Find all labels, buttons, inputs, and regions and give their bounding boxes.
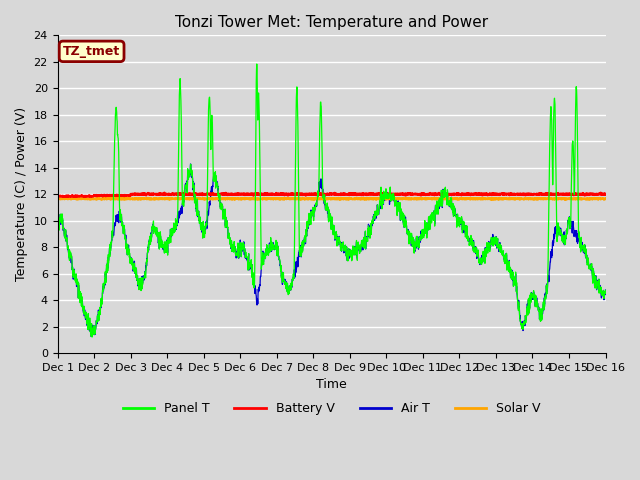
- Battery V: [360, 191, 367, 197]
- Panel T: [348, 258, 356, 264]
- Air T: [207, 188, 214, 194]
- Solar V: [54, 196, 61, 202]
- Air T: [360, 241, 367, 247]
- Battery V: [492, 191, 499, 197]
- Text: TZ_tmet: TZ_tmet: [63, 45, 120, 58]
- Panel T: [492, 236, 499, 241]
- Panel T: [602, 288, 609, 293]
- Battery V: [81, 194, 88, 200]
- Solar V: [569, 196, 577, 202]
- Air T: [348, 256, 356, 262]
- Solar V: [554, 196, 561, 202]
- Y-axis label: Temperature (C) / Power (V): Temperature (C) / Power (V): [15, 107, 28, 281]
- Air T: [492, 235, 499, 241]
- Solar V: [207, 196, 214, 202]
- Air T: [87, 334, 95, 339]
- Panel T: [207, 141, 214, 146]
- Battery V: [207, 192, 214, 198]
- Battery V: [161, 190, 168, 196]
- Solar V: [602, 196, 609, 202]
- X-axis label: Time: Time: [316, 378, 347, 391]
- Air T: [554, 233, 561, 239]
- Line: Air T: Air T: [58, 164, 605, 336]
- Air T: [602, 287, 609, 293]
- Battery V: [602, 192, 609, 197]
- Solar V: [348, 196, 355, 202]
- Solar V: [86, 195, 94, 201]
- Air T: [54, 221, 61, 227]
- Panel T: [569, 138, 577, 144]
- Battery V: [348, 191, 356, 196]
- Solar V: [492, 196, 499, 202]
- Panel T: [554, 234, 561, 240]
- Air T: [569, 226, 577, 231]
- Battery V: [554, 191, 561, 197]
- Battery V: [54, 193, 61, 199]
- Title: Tonzi Tower Met: Temperature and Power: Tonzi Tower Met: Temperature and Power: [175, 15, 488, 30]
- Panel T: [54, 222, 61, 228]
- Battery V: [569, 192, 577, 197]
- Line: Battery V: Battery V: [58, 193, 605, 197]
- Panel T: [88, 334, 96, 340]
- Line: Solar V: Solar V: [58, 198, 605, 200]
- Solar V: [360, 196, 367, 202]
- Panel T: [360, 240, 367, 246]
- Air T: [187, 161, 195, 167]
- Line: Panel T: Panel T: [58, 64, 605, 337]
- Solar V: [488, 197, 495, 203]
- Legend: Panel T, Battery V, Air T, Solar V: Panel T, Battery V, Air T, Solar V: [118, 397, 545, 420]
- Panel T: [253, 61, 260, 67]
